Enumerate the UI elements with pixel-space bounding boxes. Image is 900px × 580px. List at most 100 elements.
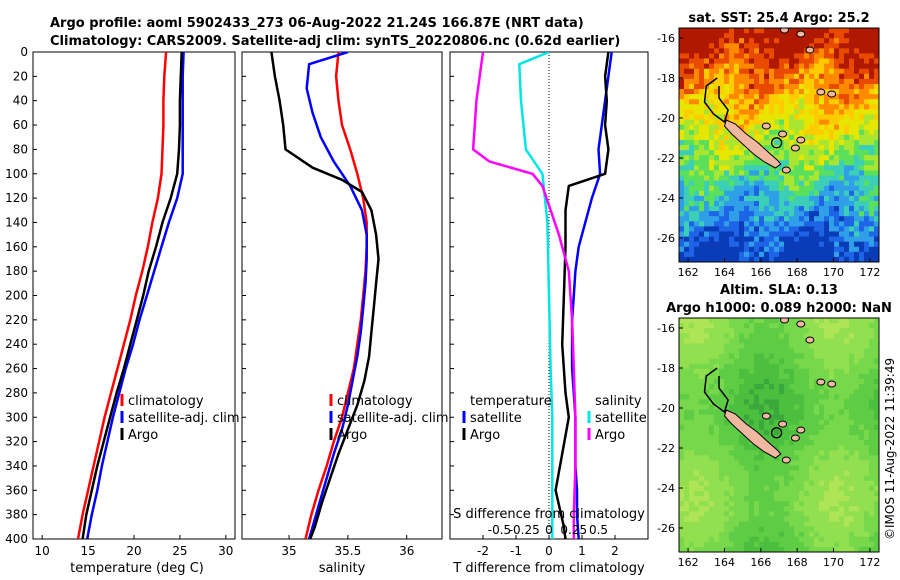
- map-cell: [754, 490, 760, 497]
- map-cell: [789, 501, 795, 507]
- map-cell: [784, 114, 790, 120]
- map-cell: [739, 53, 745, 59]
- map-cell: [784, 475, 790, 482]
- map-cell: [709, 521, 715, 527]
- map-cell: [809, 379, 815, 385]
- map-cell: [814, 358, 820, 365]
- map-cell: [734, 384, 740, 390]
- map-cell: [824, 501, 830, 507]
- map-cell: [734, 536, 740, 543]
- map-cell: [869, 368, 875, 375]
- map-cell: [784, 155, 790, 161]
- map-cell: [849, 124, 855, 131]
- map-cell: [724, 195, 730, 202]
- map-cell: [789, 455, 795, 461]
- map-cell: [844, 150, 850, 156]
- map-cell: [679, 48, 685, 54]
- map-cell: [839, 521, 845, 527]
- map-cell: [749, 333, 755, 339]
- map-cell: [694, 379, 700, 385]
- map-cell: [739, 323, 745, 329]
- map-cell: [744, 384, 750, 390]
- map-cell: [759, 424, 765, 431]
- map-cell: [729, 465, 735, 472]
- map-cell: [759, 185, 765, 192]
- map-cell: [764, 516, 770, 522]
- map-cell: [819, 399, 825, 405]
- map-cell: [679, 165, 685, 171]
- map-cell: [864, 506, 870, 512]
- map-cell: [804, 475, 810, 482]
- map-cell: [714, 211, 720, 217]
- map-cell: [844, 226, 850, 232]
- map-cell: [774, 221, 780, 227]
- map-cell: [864, 501, 870, 507]
- map-cell: [769, 119, 775, 126]
- map-cell: [839, 68, 845, 75]
- map-cell: [799, 251, 805, 258]
- map-cell: [729, 68, 735, 75]
- map-cell: [809, 94, 815, 100]
- depth-tick-label: 340: [5, 459, 28, 473]
- map-cell: [799, 526, 805, 533]
- map-cell: [729, 256, 735, 262]
- map-cell: [819, 480, 825, 487]
- map-cell: [859, 246, 865, 253]
- map-cell: [849, 531, 855, 538]
- map-cell: [774, 338, 780, 344]
- map-cell: [809, 231, 815, 237]
- map-cell: [704, 139, 710, 146]
- map-cell: [679, 246, 685, 253]
- map-cell: [749, 541, 755, 548]
- map-cell: [719, 348, 725, 355]
- map-cell: [859, 541, 865, 548]
- map-cell: [849, 358, 855, 365]
- map-cell: [849, 394, 855, 400]
- map-cell: [829, 145, 835, 151]
- map-cell: [679, 490, 685, 497]
- map-cell: [694, 160, 700, 166]
- map-cell: [849, 119, 855, 126]
- map-cell: [729, 109, 735, 115]
- map-cell: [809, 358, 815, 365]
- map-cell: [734, 155, 740, 161]
- map-cell: [704, 145, 710, 151]
- map-cell: [834, 221, 840, 227]
- map-cell: [699, 480, 705, 487]
- map-cell: [704, 114, 710, 120]
- map-cell: [739, 114, 745, 120]
- map-cell: [819, 501, 825, 507]
- map-cell: [829, 68, 835, 75]
- map-cell: [854, 440, 860, 446]
- map-cell: [729, 246, 735, 253]
- map-y-tick-label: -18: [657, 72, 675, 85]
- map-cell: [714, 185, 720, 192]
- map-cell: [809, 516, 815, 522]
- map-cell: [829, 546, 835, 552]
- map-cell: [704, 384, 710, 390]
- legend-label-argo: Argo: [337, 428, 367, 443]
- map-cell: [714, 526, 720, 533]
- map-cell: [869, 99, 875, 105]
- map-cell: [769, 150, 775, 156]
- map-cell: [694, 231, 700, 237]
- map-cell: [809, 236, 815, 243]
- map-cell: [849, 68, 855, 75]
- map-cell: [734, 251, 740, 258]
- map-cell: [689, 43, 695, 49]
- map-cell: [794, 516, 800, 522]
- map-cell: [684, 251, 690, 258]
- map-cell: [739, 226, 745, 232]
- map-cell: [704, 180, 710, 187]
- map-cell: [709, 475, 715, 482]
- map-cell: [799, 511, 805, 517]
- map-cell: [759, 465, 765, 472]
- map-cell: [714, 109, 720, 115]
- map-cell: [799, 363, 805, 370]
- map-cell: [789, 496, 795, 502]
- map-cell: [744, 48, 750, 54]
- map-cell: [794, 150, 800, 156]
- map-cell: [849, 155, 855, 161]
- map-cell: [754, 38, 760, 44]
- map-cell: [824, 389, 830, 395]
